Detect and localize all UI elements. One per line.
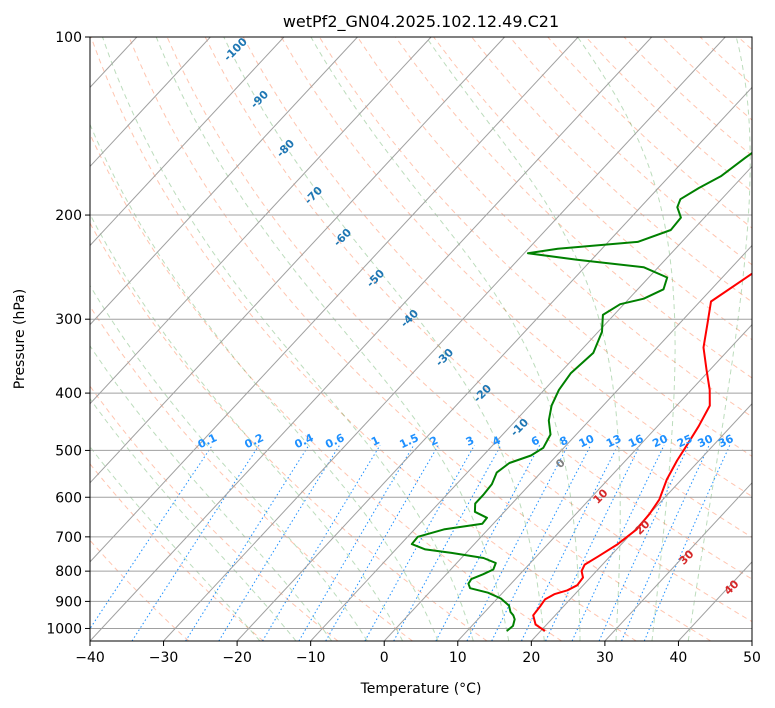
- mixing-ratio-line: [643, 444, 731, 641]
- x-tick-label: 40: [670, 650, 688, 666]
- isotherm: [457, 323, 752, 641]
- isotherm: [90, 37, 358, 326]
- mixing-ratio-line: [90, 444, 213, 630]
- moist-adiabat: [90, 445, 261, 641]
- x-tick-label: −40: [75, 650, 105, 666]
- mixing-ratio-line: [545, 444, 641, 641]
- x-axis: −40 −30 −20 −10 0 10 20 30 40 50: [75, 641, 761, 666]
- isotherm: [604, 482, 752, 641]
- moist-adiabat: [102, 37, 474, 641]
- mixing-ratio-line: [521, 444, 619, 641]
- mixing-ratio-line: [218, 444, 341, 641]
- isotherm: [90, 37, 285, 247]
- isotherm: [90, 37, 505, 484]
- y-tick-label: 400: [55, 386, 82, 402]
- mixing-ratio-label: 30: [696, 432, 716, 450]
- moist-adiabat: [577, 37, 676, 641]
- isotherm: [530, 402, 752, 641]
- y-tick-label: 100: [55, 30, 82, 46]
- moist-adiabat: [223, 37, 545, 641]
- y-tick-label: 600: [55, 490, 82, 506]
- isotherm: [90, 37, 653, 641]
- y-tick-label: 200: [55, 208, 82, 224]
- dry-adiabat: [318, 37, 752, 457]
- chart-title: wetPf2_GN04.2025.102.12.49.C21: [283, 12, 559, 32]
- isotherm: [90, 37, 211, 168]
- mixing-ratio-label: 13: [604, 432, 623, 450]
- dry-adiabat: [166, 37, 752, 623]
- mixing-ratio-line: [298, 444, 415, 641]
- mixing-ratio-line: [364, 444, 475, 641]
- x-tick-label: −20: [222, 650, 252, 666]
- mixing-ratio-line: [262, 444, 381, 641]
- dry-adiabat: [90, 222, 488, 641]
- mixing-ratio-line: [131, 444, 260, 641]
- isotherm: [236, 86, 752, 641]
- x-tick-label: 0: [380, 650, 389, 666]
- x-tick-label: 50: [743, 650, 761, 666]
- isotherm: [383, 244, 752, 641]
- y-tick-label: 500: [55, 443, 82, 459]
- grid-lines: [90, 37, 752, 641]
- isotherm: [310, 165, 752, 641]
- y-axis: 1000 900 800 700 600 500 400 300 200 100: [46, 30, 90, 637]
- moist-adiabat: [90, 123, 439, 641]
- y-tick-label: 1000: [46, 621, 82, 637]
- y-tick-label: 300: [55, 312, 82, 328]
- dry-adiabat: [90, 37, 637, 641]
- isotherm: [90, 37, 432, 405]
- mixing-ratio-label: 36: [716, 432, 736, 450]
- x-tick-label: 10: [449, 650, 467, 666]
- mixing-ratio-label: 16: [626, 432, 646, 450]
- mixing-ratio-label: 25: [675, 432, 694, 450]
- profiles: [410, 151, 752, 632]
- x-tick-label: −10: [296, 650, 326, 666]
- x-axis-title: Temperature (°C): [360, 681, 482, 697]
- x-tick-label: 20: [522, 650, 540, 666]
- y-axis-title: Pressure (hPa): [12, 289, 28, 389]
- temperature-profile: [532, 272, 752, 632]
- mixing-ratio-label: 10: [577, 432, 597, 450]
- y-tick-label: 800: [55, 564, 82, 580]
- dry-adiabat: [433, 37, 752, 341]
- x-tick-label: 30: [596, 650, 614, 666]
- moist-adiabat: [155, 37, 510, 641]
- mixing-ratio-label: 20: [650, 432, 670, 450]
- mixing-ratio-line: [491, 444, 592, 641]
- moist-adiabat: [90, 213, 404, 641]
- moist-adiabat: [90, 284, 368, 641]
- isotherm: [90, 37, 579, 563]
- dry-adiabat: [357, 37, 752, 418]
- y-tick-label: 700: [55, 530, 82, 546]
- moist-adiabat: [425, 37, 621, 641]
- dry-adiabat: [204, 37, 752, 580]
- mixing-ratio-line: [466, 444, 569, 641]
- plot-frame: [89, 36, 753, 642]
- dewpoint-profile: [410, 151, 752, 632]
- dry-adiabat: [90, 463, 264, 641]
- y-tick-label: 900: [55, 594, 82, 610]
- x-tick-label: −30: [149, 650, 179, 666]
- mixing-ratio-line: [621, 444, 710, 641]
- moist-adiabat: [90, 397, 297, 641]
- dry-adiabat: [128, 37, 712, 641]
- isotherm: [163, 37, 726, 641]
- mixing-ratio-line: [185, 444, 310, 641]
